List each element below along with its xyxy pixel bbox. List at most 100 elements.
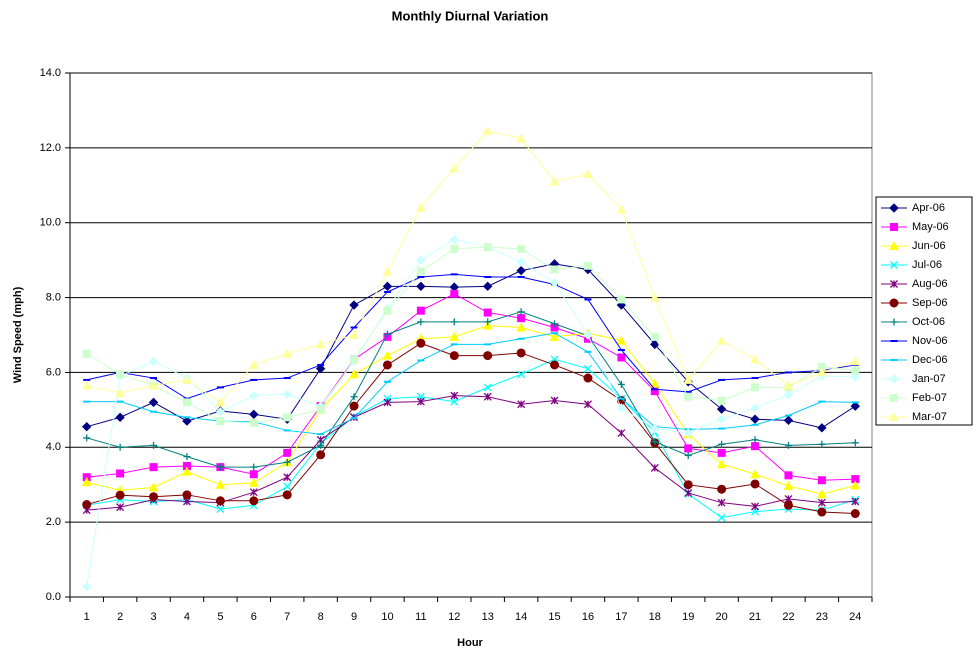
data-point [250, 463, 258, 471]
y-axis-title: Wind Speed (mph) [12, 286, 24, 383]
data-point [416, 202, 426, 212]
data-point [516, 322, 526, 332]
data-point [148, 380, 159, 390]
data-point [650, 463, 659, 472]
data-point [215, 496, 225, 506]
data-point [616, 403, 627, 413]
data-point [150, 441, 158, 449]
data-point [115, 490, 125, 500]
data-point [750, 354, 760, 364]
data-point [550, 265, 559, 274]
data-point [716, 404, 727, 414]
data-point [249, 418, 258, 427]
data-point [382, 350, 393, 360]
data-point [283, 482, 292, 491]
data-point [516, 257, 526, 267]
data-point [182, 374, 192, 384]
series-line [86, 311, 856, 468]
x-tick-label: 24 [849, 611, 861, 623]
data-point [483, 351, 493, 361]
data-point [249, 390, 259, 401]
legend-label: Jun-06 [912, 240, 946, 252]
x-tick-label: 19 [682, 611, 694, 623]
legend-label: Mar-07 [912, 411, 947, 423]
data-point [517, 308, 525, 316]
legend-marker [890, 394, 898, 402]
data-point [549, 176, 560, 186]
data-point [616, 204, 627, 214]
data-point [216, 417, 225, 426]
data-point [215, 479, 226, 489]
x-tick-label: 12 [448, 611, 460, 623]
data-point [684, 392, 693, 401]
x-axis-title: Hour [457, 637, 483, 649]
data-point [148, 356, 159, 366]
legend-label: Feb-07 [912, 392, 947, 404]
data-point [350, 355, 359, 364]
legend-marker [890, 318, 898, 326]
y-tick-label: 10.0 [40, 217, 61, 229]
data-point [383, 306, 392, 315]
series-line [86, 342, 856, 515]
x-tick-label: 11 [415, 611, 426, 623]
x-tick-label: 5 [217, 611, 223, 623]
x-tick-label: 6 [251, 611, 257, 623]
x-tick-label: 10 [381, 611, 393, 623]
data-point [449, 234, 459, 245]
data-point [684, 444, 693, 453]
x-tick-label: 7 [284, 611, 290, 623]
data-point [81, 477, 92, 487]
data-point [850, 480, 861, 490]
series-line [86, 358, 856, 519]
data-point [549, 277, 560, 288]
data-point [783, 390, 794, 400]
data-point [383, 330, 391, 338]
legend-label: Jul-06 [912, 259, 942, 271]
data-point [283, 413, 292, 422]
plot-area [69, 72, 873, 598]
data-point [817, 367, 827, 377]
data-point [82, 500, 92, 510]
x-tick-label: 23 [816, 611, 828, 623]
series-line [86, 325, 856, 495]
data-point [483, 308, 492, 317]
data-point [751, 442, 760, 451]
y-tick-label: 12.0 [40, 142, 61, 154]
data-point [283, 473, 292, 482]
data-point [416, 306, 425, 315]
x-tick-label: 22 [782, 611, 794, 623]
data-point [450, 318, 458, 326]
data-point [282, 348, 293, 358]
data-point [817, 498, 826, 507]
data-point [416, 255, 426, 265]
data-point [483, 392, 492, 401]
data-point [850, 372, 860, 382]
x-tick-label: 21 [749, 611, 761, 623]
data-point [817, 476, 826, 485]
data-point [716, 335, 727, 345]
legend-marker [889, 411, 899, 421]
data-point [182, 490, 192, 500]
chart-title: Monthly Diurnal Variation [392, 8, 549, 23]
y-tick-label: 8.0 [46, 291, 61, 303]
data-point [316, 405, 325, 414]
data-point [783, 480, 794, 490]
data-point [716, 459, 727, 469]
data-point [82, 349, 91, 358]
data-point [116, 443, 124, 451]
data-point [249, 409, 259, 420]
data-point [649, 378, 660, 388]
data-point [183, 453, 191, 461]
data-point [817, 507, 827, 517]
data-point [249, 496, 259, 506]
data-point [449, 351, 459, 361]
data-point [583, 364, 592, 373]
data-point [850, 356, 861, 366]
data-point [649, 292, 660, 302]
data-point [182, 398, 191, 407]
series-line [86, 130, 856, 404]
data-point [516, 133, 526, 143]
data-point [817, 423, 827, 433]
y-tick-label: 6.0 [46, 366, 61, 378]
data-point [349, 401, 359, 411]
